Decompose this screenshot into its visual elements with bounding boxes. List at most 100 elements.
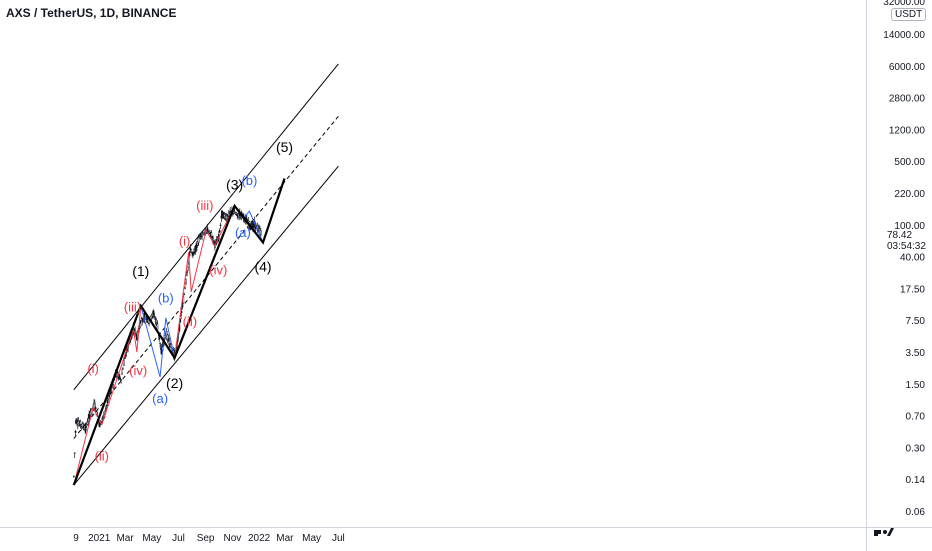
price-tick-label: 17.50: [900, 284, 925, 295]
primary-wave-label: (4): [254, 259, 271, 275]
candle-body: [184, 287, 186, 289]
sub-wave-red-label: (i): [179, 234, 191, 249]
bar-countdown: 03:54:32: [887, 241, 926, 252]
sub-wave-blue-line: [140, 305, 176, 378]
candle-body: [167, 338, 170, 342]
sub-wave-blue-label: (a): [235, 225, 251, 240]
candle-body: [185, 279, 187, 284]
time-tick-label: Mar: [276, 533, 294, 544]
candle-body: [85, 424, 88, 427]
sub-wave-blue-label: (b): [241, 173, 257, 188]
primary-wave-line: [72, 178, 286, 486]
candle-body: [119, 377, 122, 380]
candle-body: [183, 293, 186, 296]
candle-body: [134, 330, 136, 334]
candle-body: [105, 404, 108, 407]
candle-body: [198, 237, 201, 239]
candle-body: [122, 368, 124, 370]
sub-wave-red-label: (i): [87, 361, 99, 376]
candle-body: [210, 232, 213, 237]
candle-body: [218, 230, 221, 233]
primary-wave-label: (1): [132, 263, 149, 279]
candle-body: [185, 274, 188, 276]
price-tick-label: 1200.00: [889, 125, 926, 136]
time-tick-label: Nov: [224, 533, 242, 544]
current-price-value: 78.42: [887, 230, 913, 241]
time-scale-labels: 9 2021 Mar May Jul Sep Nov 2022 Mar May Jul: [73, 533, 345, 544]
time-tick-label: Sep: [197, 533, 215, 544]
price-tick-label: 0.70: [906, 412, 926, 423]
candle-body: [156, 323, 159, 330]
candle-body: [233, 211, 236, 213]
sub-wave-red-line: [174, 205, 236, 358]
time-tick-label: May: [302, 533, 321, 544]
candle-body: [74, 430, 77, 433]
time-tick-label: 9: [73, 533, 79, 544]
price-tick-label: 500.00: [894, 157, 925, 168]
candle-body: [208, 230, 211, 234]
candle-body: [94, 407, 97, 410]
candle-body: [152, 310, 155, 316]
candle-body: [190, 249, 193, 253]
channel-layer: [73, 63, 339, 486]
candle-body: [159, 342, 161, 345]
price-tick-label: 1.50: [906, 380, 926, 391]
plot-background: [0, 0, 866, 527]
candle-body: [86, 421, 89, 425]
candle-body: [93, 402, 96, 409]
candle-body: [192, 252, 195, 254]
primary-wave-label: (2): [166, 375, 183, 391]
price-tick-label: 220.00: [894, 189, 925, 200]
sub-wave-red-label: (iv): [209, 263, 227, 278]
candle-body: [73, 452, 76, 454]
sub-wave-blue-label: (b): [158, 291, 174, 306]
sub-wave-red-label: (ii): [95, 448, 109, 463]
price-tick-label: 32000.00: [883, 0, 925, 8]
time-tick-label: Jul: [332, 533, 345, 544]
price-tick-label: 40.00: [900, 253, 925, 264]
sub-wave-red-line: [73, 305, 142, 486]
channel-line: [73, 63, 339, 391]
time-tick-label: Jul: [172, 533, 185, 544]
candle-body: [259, 230, 262, 235]
price-tick-label: 0.30: [906, 443, 926, 454]
price-tick-label: 6000.00: [889, 62, 926, 73]
candle-body: [122, 360, 125, 366]
channel-line: [73, 165, 339, 486]
time-scale[interactable]: [0, 527, 866, 551]
time-tick-label: 2021: [88, 533, 111, 544]
price-tick-label: 0.14: [906, 475, 926, 486]
candle-body: [84, 424, 87, 432]
candle-body: [120, 379, 122, 381]
sub-wave-red-label: (iii): [124, 299, 141, 314]
sub-wave-red-label: (iii): [196, 198, 213, 213]
candle-body: [153, 316, 156, 318]
wave-layer: [72, 178, 286, 486]
candle-body: [186, 265, 189, 271]
candle-body: [189, 247, 192, 251]
primary-wave-label: (3): [226, 177, 243, 193]
sub-wave-red-label: (ii): [183, 314, 197, 329]
sub-wave-blue-label: (a): [152, 391, 168, 406]
currency-badge[interactable]: USDT: [891, 8, 927, 21]
candle-body: [101, 418, 104, 420]
symbol-title[interactable]: AXS / TetherUS, 1D, BINANCE: [6, 6, 177, 20]
candle-body: [211, 236, 214, 238]
time-tick-label: Mar: [116, 533, 134, 544]
candle-body: [141, 318, 144, 322]
candle-body: [203, 232, 205, 235]
candle-body: [192, 253, 194, 256]
time-tick-label: May: [142, 533, 161, 544]
candle-body: [197, 237, 200, 243]
tradingview-logo-icon: [874, 528, 894, 536]
candle-body: [194, 245, 197, 253]
current-price-label: 78.42 03:54:32: [887, 230, 926, 252]
candle-body: [191, 251, 193, 254]
sub-wave-red-label: (iv): [129, 363, 147, 378]
candle-body: [219, 224, 222, 227]
price-scale-labels: 0.06 0.14 0.30 0.70 1.50 3.50 7.50 17.50 40.00 10…: [883, 0, 926, 518]
candle-body: [106, 400, 109, 403]
price-scale[interactable]: [866, 0, 932, 527]
primary-wave-label: (5): [276, 139, 293, 155]
